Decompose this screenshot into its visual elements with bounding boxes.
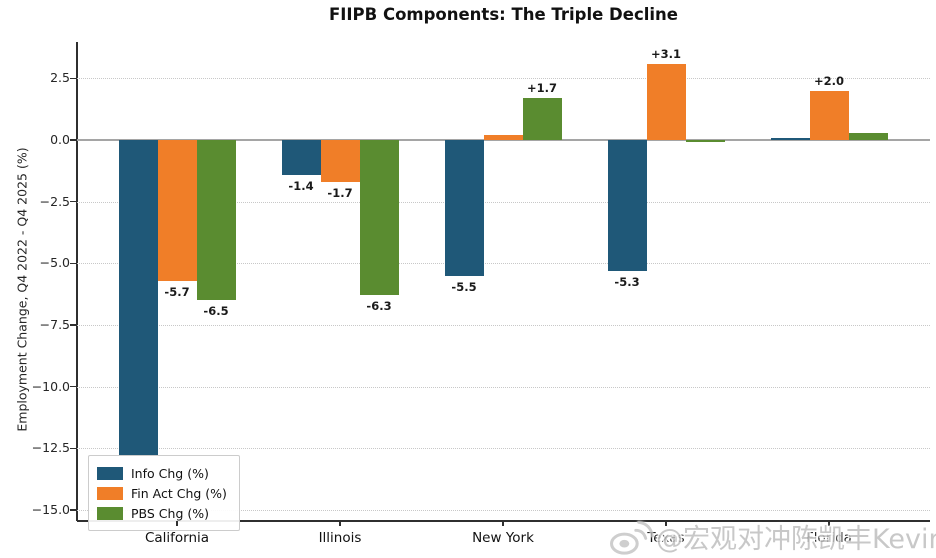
bar-value-label: -1.7 bbox=[327, 185, 353, 200]
legend: Info Chg (%) Fin Act Chg (%) PBS Chg (%) bbox=[88, 455, 240, 531]
bar-illinois-pbs bbox=[359, 140, 399, 296]
y-tick-mark bbox=[70, 509, 76, 511]
bar-value-label: -5.7 bbox=[164, 284, 190, 299]
y-tick-label: 0.0 bbox=[50, 132, 70, 147]
bar-illinois-info bbox=[281, 140, 321, 175]
y-tick-mark bbox=[70, 447, 76, 450]
bar-texas-pbs bbox=[685, 140, 725, 143]
x-tick-mark bbox=[176, 521, 178, 526]
y-axis-label: Employment Change, Q4 2022 - Q4 2025 (%) bbox=[14, 147, 30, 432]
gridline bbox=[77, 263, 930, 265]
gridline bbox=[77, 201, 930, 203]
plot-area: -1.4 -5.5 -5.3 -5.7 -1.7 +3.1 +2.0 -6.5 -6.3 +1.7… bbox=[77, 42, 930, 531]
bar-value-label: -6.3 bbox=[366, 299, 392, 314]
bar-california-pbs bbox=[196, 140, 236, 301]
legend-label: Info Chg (%) bbox=[131, 465, 209, 481]
x-tick-mark bbox=[339, 521, 341, 526]
bar-new-york-info bbox=[444, 140, 484, 276]
bar-value-label: +2.0 bbox=[813, 73, 844, 88]
zero-line bbox=[77, 139, 930, 141]
y-tick-label: −10.0 bbox=[31, 378, 70, 394]
y-tick-mark bbox=[70, 324, 76, 326]
legend-item: Fin Act Chg (%) bbox=[97, 483, 227, 503]
y-tick-label: −5.0 bbox=[39, 255, 70, 271]
bar-texas-fin bbox=[646, 63, 686, 140]
y-tick-mark bbox=[70, 385, 76, 388]
x-axis-spine bbox=[77, 520, 930, 522]
y-tick-mark bbox=[70, 200, 76, 203]
legend-swatch bbox=[97, 466, 123, 480]
gridline bbox=[77, 510, 930, 511]
legend-item: Info Chg (%) bbox=[97, 463, 227, 483]
x-tick-label-california: California bbox=[144, 530, 210, 546]
x-tick-mark bbox=[665, 521, 667, 526]
bar-florida-info bbox=[770, 137, 810, 140]
gridline bbox=[77, 386, 930, 388]
legend-item: PBS Chg (%) bbox=[97, 503, 227, 523]
y-tick-label: −12.5 bbox=[31, 440, 70, 456]
y-tick-label: 2.5 bbox=[50, 70, 70, 86]
x-tick-mark bbox=[502, 521, 504, 526]
legend-swatch bbox=[97, 506, 123, 520]
y-tick-mark bbox=[70, 77, 76, 80]
bar-value-label: -6.5 bbox=[203, 304, 229, 319]
x-tick-mark bbox=[828, 521, 830, 526]
bar-value-label: -1.4 bbox=[288, 178, 314, 193]
x-tick-label-new-york: New York bbox=[472, 530, 534, 546]
bar-illinois-fin bbox=[320, 140, 360, 182]
bar-value-label: -5.5 bbox=[451, 279, 477, 294]
gridline bbox=[77, 78, 930, 80]
bar-california-info bbox=[118, 140, 158, 456]
chart-title: FIIPB Components: The Triple Decline bbox=[329, 5, 678, 24]
bar-value-label: -5.3 bbox=[614, 274, 640, 289]
bar-new-york-fin bbox=[483, 135, 523, 140]
legend-swatch bbox=[97, 486, 123, 500]
y-tick-label: −2.5 bbox=[39, 193, 70, 209]
x-tick-label-texas: Texas bbox=[647, 530, 685, 546]
x-tick-label-illinois: Illinois bbox=[318, 530, 362, 546]
bar-florida-pbs bbox=[848, 132, 888, 140]
y-tick-label: −15.0 bbox=[31, 502, 70, 517]
x-tick-label-florida: Florida bbox=[806, 530, 852, 546]
bar-texas-info bbox=[607, 140, 647, 271]
y-tick-mark bbox=[70, 262, 76, 265]
y-tick-mark bbox=[70, 139, 76, 141]
y-axis-spine bbox=[76, 42, 78, 521]
bar-value-label: +1.7 bbox=[526, 81, 557, 96]
gridline bbox=[77, 448, 930, 450]
bar-new-york-pbs bbox=[522, 98, 562, 140]
bar-florida-fin bbox=[809, 90, 849, 140]
gridline bbox=[77, 325, 930, 326]
bar-value-label: +3.1 bbox=[650, 46, 681, 61]
bar-california-fin bbox=[157, 140, 197, 281]
legend-label: PBS Chg (%) bbox=[131, 505, 209, 521]
y-tick-label: −7.5 bbox=[39, 317, 70, 332]
legend-label: Fin Act Chg (%) bbox=[131, 485, 227, 501]
